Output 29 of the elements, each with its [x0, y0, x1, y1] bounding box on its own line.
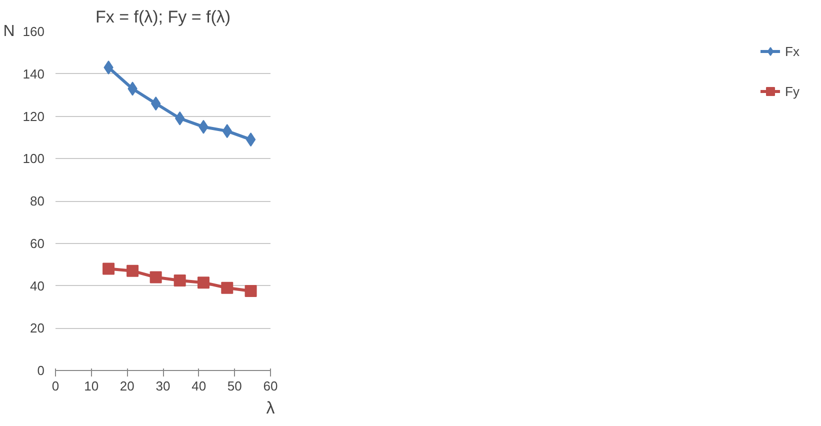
point	[102, 262, 115, 275]
x-tick-label: 10	[84, 378, 99, 394]
x-tick-label: 30	[156, 378, 170, 394]
point	[126, 264, 139, 277]
point	[244, 285, 257, 298]
point	[150, 271, 162, 284]
y-tick-label: 60	[30, 236, 45, 251]
y-tick-label: 120	[22, 108, 45, 124]
legend-label: Fy	[785, 84, 800, 98]
legend-label: Fx	[785, 44, 800, 58]
point	[246, 132, 256, 147]
y-tick-label: 80	[30, 194, 45, 208]
x-tick-label: 40	[192, 378, 206, 394]
x-axis-title: λ	[266, 398, 276, 418]
y-tick-label: 0	[37, 363, 45, 378]
x-tick-label: 50	[227, 378, 242, 394]
x-tick-label: 60	[263, 378, 278, 394]
y-tick-label: 140	[22, 66, 45, 82]
y-tick-label: 100	[22, 151, 45, 166]
x-tick-label: 0	[52, 378, 60, 394]
point	[221, 282, 234, 294]
chart-title: Fx = f(λ); Fy = f(λ)	[95, 8, 231, 26]
x-tick-label: 20	[120, 378, 134, 394]
y-tick-label: 40	[30, 278, 45, 294]
point	[197, 276, 210, 289]
y-axis-title: N	[3, 23, 15, 40]
y-tick-label: 160	[22, 24, 45, 39]
y-tick-label: 20	[30, 320, 45, 336]
point	[174, 274, 186, 286]
